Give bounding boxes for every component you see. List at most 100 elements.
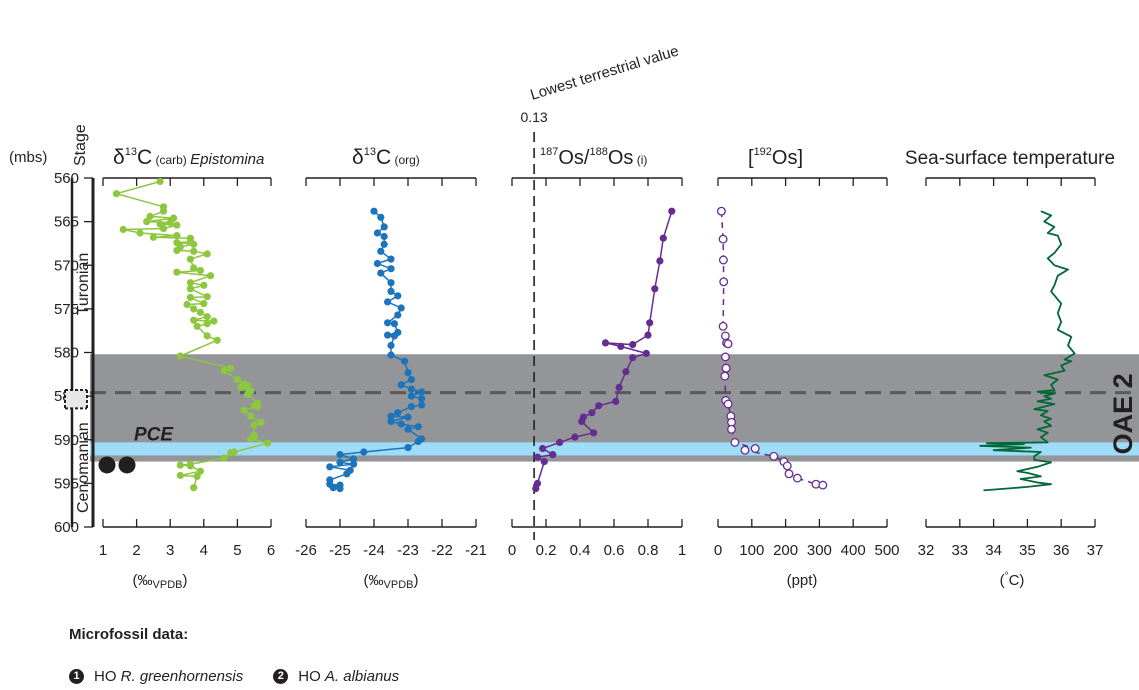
panel-3-title: 187Os/188Os (i): [540, 146, 647, 169]
data-point: [418, 395, 426, 403]
data-point: [617, 342, 625, 350]
panel-2-xlabel: (‰VPDB): [364, 572, 419, 591]
data-point: [384, 298, 392, 306]
x-tick-label: 500: [874, 542, 899, 559]
data-point: [213, 336, 221, 344]
stage-header: Stage: [72, 124, 89, 166]
data-point: [159, 207, 168, 215]
data-point: [390, 332, 398, 340]
data-point: [196, 467, 204, 475]
panel-5-xlabel: (°C): [1000, 571, 1025, 589]
data-point: [418, 388, 426, 396]
data-point: [136, 229, 144, 237]
data-point: [203, 293, 211, 301]
x-tick-label: 6: [267, 542, 275, 559]
data-point: [750, 444, 760, 453]
oae2-label: OAE 2: [1108, 373, 1138, 454]
depth-axis: 560565570575580585590595600(mbs)StageTur…: [9, 124, 95, 536]
series-line: [979, 210, 1076, 492]
data-point: [727, 424, 736, 434]
data-point: [380, 223, 388, 231]
data-point: [571, 433, 579, 441]
data-point: [257, 418, 265, 426]
data-point: [350, 455, 358, 463]
data-point: [176, 352, 184, 360]
data-point: [769, 451, 779, 461]
data-point: [336, 485, 344, 493]
panel-4: 0 100 200 300 400 500: [714, 177, 900, 559]
overlays: OAE 2 PCE 1 2: [98, 373, 1138, 474]
data-point: [414, 423, 422, 431]
data-point: [387, 265, 395, 273]
data-point: [719, 277, 729, 287]
data-point: [818, 480, 828, 490]
data-point: [227, 364, 235, 372]
data-point: [404, 369, 412, 377]
data-point: [418, 401, 426, 409]
panels: 1 2 3 4 5 6 -26 -25 -24 -23 -22 -21 0 0.2 0.4 0.6 0.8 10.…: [99, 42, 1115, 591]
data-point: [720, 352, 730, 362]
x-tick-label: 2: [132, 542, 140, 559]
data-point: [243, 382, 252, 390]
data-point: [243, 390, 252, 398]
x-tick-label: 33: [951, 542, 968, 559]
data-point: [407, 403, 415, 411]
data-point: [186, 462, 194, 470]
data-point: [404, 425, 412, 433]
data-point: [718, 255, 728, 265]
x-tick-label: 37: [1087, 542, 1104, 559]
data-point: [397, 420, 405, 428]
x-tick-label: 200: [773, 542, 798, 559]
x-tick-label: 5: [233, 542, 241, 559]
data-point: [247, 412, 255, 420]
data-point: [646, 319, 654, 327]
data-point: [119, 225, 127, 234]
data-point: [373, 229, 381, 237]
data-point: [387, 341, 395, 350]
data-point: [173, 268, 181, 276]
x-tick-label: 1: [99, 542, 107, 559]
panel-2-title: δ13C (org): [352, 146, 420, 169]
data-point: [200, 281, 208, 289]
data-point: [387, 417, 395, 425]
data-point: [782, 461, 792, 471]
data-point: [343, 470, 351, 478]
panel-4-title: [192Os]: [748, 146, 803, 169]
data-point: [622, 368, 630, 376]
data-point: [159, 225, 168, 233]
data-point: [227, 449, 235, 457]
data-point: [377, 269, 385, 277]
data-point: [730, 437, 740, 447]
x-tick-label: -23: [397, 542, 419, 559]
data-point: [203, 320, 211, 328]
data-point: [720, 331, 730, 341]
data-point: [240, 406, 248, 414]
data-point: [377, 247, 385, 255]
legend-entry-2: HO A. albianus: [298, 668, 400, 685]
data-point: [556, 438, 564, 446]
data-point: [190, 484, 198, 492]
data-point: [143, 218, 151, 226]
data-point: [390, 320, 398, 328]
depth-tick-label: 580: [54, 345, 79, 362]
data-point: [612, 397, 620, 405]
x-tick-label: -26: [295, 542, 317, 559]
stage-label-cenomanian: Cenomanian: [75, 422, 92, 513]
data-point: [792, 473, 802, 483]
data-point: [193, 322, 201, 330]
x-tick-label: 0.4: [570, 542, 591, 559]
data-point: [651, 285, 659, 293]
data-point: [656, 257, 664, 265]
data-point: [384, 319, 392, 327]
reference-value-label: 0.13: [520, 109, 547, 125]
x-tick-label: 0.8: [638, 542, 659, 559]
data-point: [384, 331, 392, 339]
data-point: [394, 409, 402, 417]
data-point: [336, 451, 344, 459]
x-tick-label: 34: [985, 542, 1002, 559]
data-point: [149, 233, 157, 241]
data-point: [373, 259, 381, 268]
x-tick-label: 400: [841, 542, 866, 559]
pce-label: PCE: [134, 424, 174, 445]
data-point: [401, 357, 409, 365]
